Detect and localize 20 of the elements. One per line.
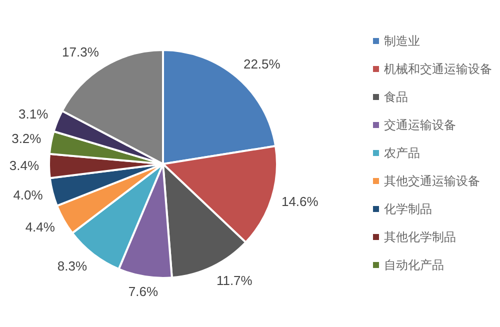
data-label: 22.5% [243, 56, 281, 72]
legend-label: 食品 [384, 90, 408, 104]
legend-label: 其他交通运输设备 [384, 174, 480, 188]
legend-label: 制造业 [384, 34, 420, 48]
legend-label: 其他化学制品 [384, 230, 456, 244]
legend-label: 机械和交通运输设备 [384, 62, 492, 76]
data-label: 3.2% [12, 131, 42, 146]
legend-label: 化学制品 [384, 202, 432, 216]
data-label: 8.3% [57, 258, 88, 274]
data-label: 7.6% [128, 284, 158, 299]
legend-label: 交通运输设备 [384, 118, 456, 132]
data-label: 14.6% [281, 194, 319, 209]
data-label: 17.3% [62, 44, 100, 60]
data-label: 3.4% [9, 158, 40, 173]
data-label: 11.7% [216, 272, 253, 288]
data-label: 4.4% [25, 219, 56, 234]
legend-label: 自动化产品 [384, 258, 444, 272]
data-label: 3.1% [18, 106, 49, 122]
data-label: 4.0% [13, 188, 44, 203]
legend-label: 农产品 [384, 146, 420, 160]
